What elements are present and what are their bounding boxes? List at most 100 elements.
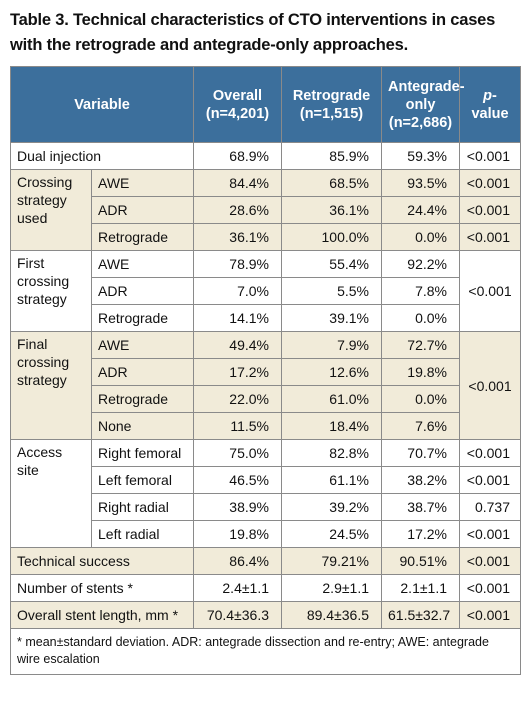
row-technical-success: Technical success 86.4% 79.21% 90.51% <0… [10, 547, 521, 575]
header-antegrade-label2: only [405, 96, 436, 113]
cell-antegrade: 7.6% [381, 412, 460, 440]
cell-pvalue: <0.001 [459, 142, 521, 170]
cell-overall: 86.4% [193, 547, 282, 575]
header-antegrade-n: (n=2,686) [388, 114, 453, 131]
cell-overall: 28.6% [193, 196, 282, 224]
header-retrograde-label: Retrograde [292, 87, 371, 104]
cell-retrograde: 68.5% [281, 169, 382, 197]
row-first-awe: First crossing strategy AWE 78.9% 55.4% … [10, 250, 521, 332]
header-antegrade: Antegrade-only (n=2,686) [381, 66, 465, 143]
cell-overall: 14.1% [193, 304, 282, 332]
cell-overall: 70.4±36.3 [193, 601, 282, 629]
group-label-final: Final crossing strategy [10, 331, 92, 440]
header-row: Variable Overall (n=4,201) Retrograde (n=1… [10, 66, 521, 143]
header-retrograde: Retrograde (n=1,515) [281, 66, 382, 143]
header-overall-label: Overall [212, 87, 263, 104]
cell-retrograde: 89.4±36.5 [281, 601, 382, 629]
cell-pvalue: <0.001 [459, 169, 521, 197]
cell-pvalue-merged: <0.001 [459, 250, 521, 332]
sub-label: Retrograde [91, 385, 194, 413]
header-antegrade-label: Antegrade- [388, 78, 465, 95]
cell-retrograde: 7.9% [281, 331, 382, 359]
row-label: Number of stents * [10, 574, 194, 602]
header-p-italic: p [483, 87, 492, 104]
cell-overall: 78.9% [193, 250, 282, 278]
cell-antegrade: 7.8% [381, 277, 460, 305]
row-access-left-femoral: Left femoral 46.5% 61.1% 38.2% <0.001 [11, 466, 521, 494]
cell-antegrade: 61.5±32.7 [381, 601, 460, 629]
row-label: Overall stent length, mm * [10, 601, 194, 629]
row-final-awe: Final crossing strategy AWE 49.4% 7.9% 7… [10, 331, 521, 440]
cell-antegrade: 0.0% [381, 304, 460, 332]
sub-label: ADR [91, 196, 194, 224]
data-table: Variable Overall (n=4,201) Retrograde (n=1… [10, 66, 521, 675]
row-crossing-adr: ADR 28.6% 36.1% 24.4% <0.001 [11, 196, 521, 224]
cell-antegrade: 0.0% [381, 385, 460, 413]
cell-pvalue: <0.001 [459, 547, 521, 575]
sub-label: None [91, 412, 194, 440]
header-variable: Variable [10, 66, 194, 143]
cell-overall: 7.0% [193, 277, 282, 305]
row-number-of-stents: Number of stents * 2.4±1.1 2.9±1.1 2.1±1… [10, 574, 521, 602]
row-final-none: None 11.5% 18.4% 7.6% [11, 412, 521, 440]
cell-antegrade: 92.2% [381, 250, 460, 278]
cell-antegrade: 93.5% [381, 169, 460, 197]
footnote-row: * mean±standard deviation. ADR: antegrad… [10, 628, 521, 675]
header-overall-n: (n=4,201) [205, 105, 270, 122]
cell-pvalue: <0.001 [459, 601, 521, 629]
cell-pvalue: <0.001 [459, 196, 521, 224]
header-overall: Overall (n=4,201) [193, 66, 282, 143]
cell-retrograde: 36.1% [281, 196, 382, 224]
sub-label: Retrograde [91, 223, 194, 251]
sub-label: ADR [91, 358, 194, 386]
cell-antegrade: 17.2% [381, 520, 460, 548]
cell-retrograde: 39.2% [281, 493, 382, 521]
cell-retrograde: 61.1% [281, 466, 382, 494]
cell-pvalue: <0.001 [459, 574, 521, 602]
cell-pvalue: <0.001 [459, 466, 521, 494]
sub-label: Left femoral [91, 466, 194, 494]
cell-antegrade: 70.7% [381, 439, 460, 467]
cell-antegrade: 19.8% [381, 358, 460, 386]
row-access-right-radial: Right radial 38.9% 39.2% 38.7% 0.737 [11, 493, 521, 521]
row-label: Dual injection [10, 142, 194, 170]
cell-antegrade: 72.7% [381, 331, 460, 359]
table-title: Table 3. Technical characteristics of CT… [10, 11, 496, 54]
table-footnote: * mean±standard deviation. ADR: antegrad… [10, 628, 521, 675]
cell-pvalue-merged: <0.001 [459, 331, 521, 440]
sub-label: AWE [91, 331, 194, 359]
cell-pvalue: <0.001 [459, 520, 521, 548]
row-access-right-femoral: Access site Right femoral 75.0% 82.8% 70… [10, 439, 521, 548]
cell-pvalue: <0.001 [459, 223, 521, 251]
cell-overall: 36.1% [193, 223, 282, 251]
cell-antegrade: 38.2% [381, 466, 460, 494]
cell-retrograde: 82.8% [281, 439, 382, 467]
cell-retrograde: 5.5% [281, 277, 382, 305]
cell-overall: 38.9% [193, 493, 282, 521]
cell-antegrade: 24.4% [381, 196, 460, 224]
header-pvalue: p-value [459, 66, 521, 143]
sub-label: AWE [91, 250, 194, 278]
sub-label: Right radial [91, 493, 194, 521]
sub-label: ADR [91, 277, 194, 305]
row-crossing-retrograde: Retrograde 36.1% 100.0% 0.0% <0.001 [11, 223, 521, 251]
row-final-adr: ADR 17.2% 12.6% 19.8% [11, 358, 521, 386]
cell-retrograde: 100.0% [281, 223, 382, 251]
cell-overall: 46.5% [193, 466, 282, 494]
row-label: Technical success [10, 547, 194, 575]
cell-pvalue: 0.737 [459, 493, 521, 521]
group-label-crossing: Crossing strategy used [10, 169, 92, 251]
cell-retrograde: 24.5% [281, 520, 382, 548]
row-final-retrograde: Retrograde 22.0% 61.0% 0.0% [11, 385, 521, 413]
row-crossing-awe: Crossing strategy used AWE 84.4% 68.5% 9… [10, 169, 521, 251]
row-stent-length: Overall stent length, mm * 70.4±36.3 89.… [10, 601, 521, 629]
cell-overall: 22.0% [193, 385, 282, 413]
cell-retrograde: 85.9% [281, 142, 382, 170]
cell-antegrade: 90.51% [381, 547, 460, 575]
cell-overall: 11.5% [193, 412, 282, 440]
cell-retrograde: 18.4% [281, 412, 382, 440]
cell-pvalue: <0.001 [459, 439, 521, 467]
cell-antegrade: 59.3% [381, 142, 460, 170]
cell-antegrade: 38.7% [381, 493, 460, 521]
header-retrograde-n: (n=1,515) [299, 105, 364, 122]
